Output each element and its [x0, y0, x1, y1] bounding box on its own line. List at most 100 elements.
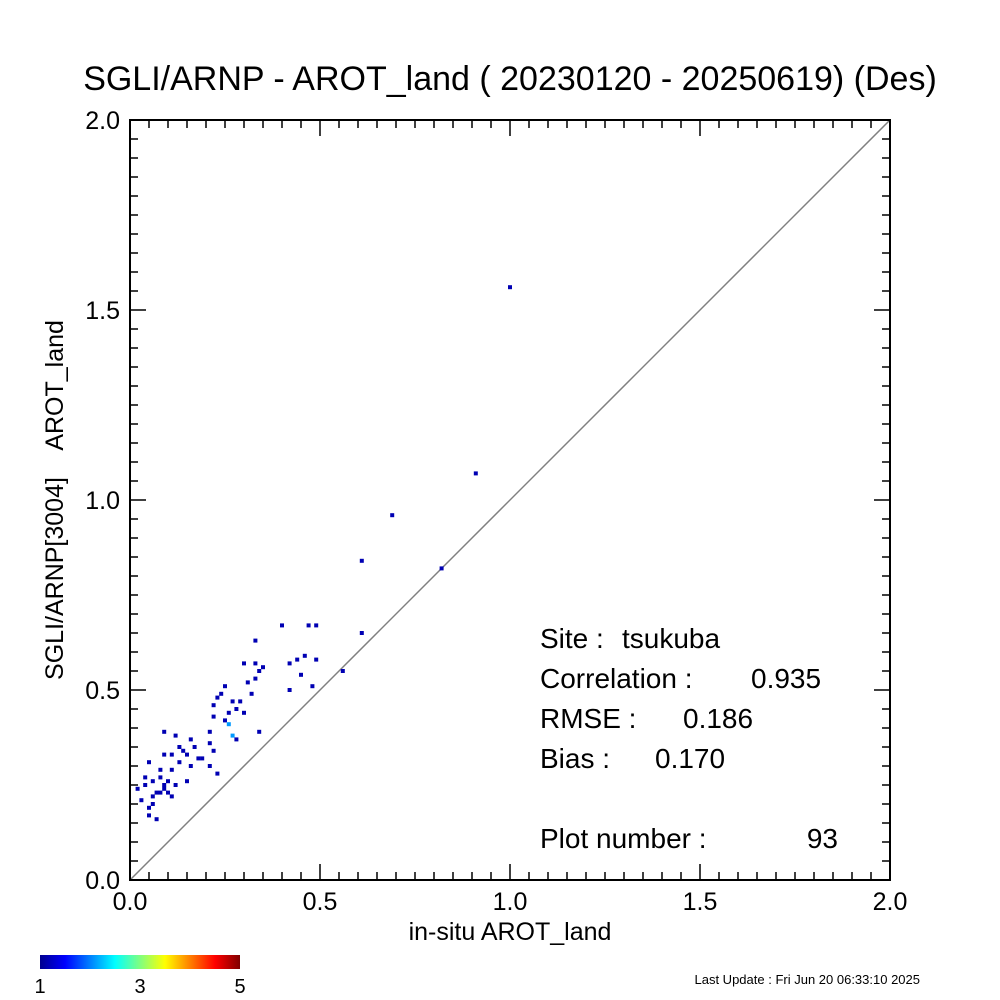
data-point	[314, 623, 319, 628]
data-point	[314, 657, 319, 662]
data-point	[169, 767, 174, 772]
x-tick-label: 2.0	[873, 888, 908, 916]
site-label: Site :	[540, 623, 604, 654]
x-tick-label: 0.0	[113, 888, 148, 916]
bias-label: Bias :	[540, 743, 610, 774]
data-point	[245, 680, 250, 685]
data-point	[223, 718, 227, 723]
one-to-one-line	[129, 119, 891, 881]
data-point	[253, 638, 258, 643]
data-point	[207, 729, 212, 734]
data-point	[230, 699, 235, 704]
data-point	[185, 752, 189, 757]
data-point	[253, 661, 258, 666]
data-point	[223, 684, 227, 689]
data-point	[196, 756, 201, 761]
data-point	[166, 779, 170, 784]
data-point	[139, 798, 144, 803]
data-point	[162, 752, 167, 757]
y-tick-label: 1.0	[85, 487, 120, 515]
colorbar-tick-label: 3	[134, 976, 145, 998]
plot-number-label: Plot number :	[540, 823, 707, 854]
data-point	[257, 729, 262, 734]
data-point	[200, 756, 205, 761]
bias-value: 0.170	[655, 743, 725, 774]
data-point	[226, 710, 231, 715]
data-point	[359, 558, 364, 563]
y-tick-label: 2.0	[85, 107, 120, 135]
data-point	[234, 737, 239, 742]
data-point	[238, 699, 243, 704]
data-point	[181, 748, 186, 753]
colorbar	[40, 955, 240, 969]
data-point	[192, 745, 197, 749]
x-axis-label: in-situ AROT_land	[409, 918, 612, 946]
data-point	[147, 813, 151, 818]
site-value: tsukuba	[622, 623, 720, 654]
data-point	[280, 623, 284, 628]
x-tick-label: 1.0	[493, 888, 528, 916]
data-point	[150, 794, 155, 799]
data-point	[340, 669, 345, 673]
data-point	[185, 779, 189, 784]
data-point	[162, 786, 167, 791]
y-tick-label: 1.5	[85, 297, 120, 325]
data-point	[173, 783, 178, 787]
y-tick-label: 0.0	[85, 867, 120, 895]
colorbar-tick-label: 5	[234, 976, 245, 998]
data-point	[211, 748, 216, 753]
data-point	[143, 775, 148, 780]
data-point	[215, 695, 220, 700]
plot-number-value: 93	[807, 823, 838, 854]
correlation-label: Correlation :	[540, 663, 693, 694]
data-point	[162, 729, 167, 734]
data-point	[473, 471, 478, 476]
data-point	[158, 775, 163, 780]
data-point	[211, 703, 216, 708]
data-point	[150, 802, 155, 806]
data-point	[158, 767, 163, 772]
data-point	[234, 707, 239, 711]
data-point	[310, 684, 315, 689]
data-point	[287, 661, 292, 666]
tick-labels: 0.0 0.5 1.0 1.5 2.0 0.0 0.5 1.0 1.5 2.0	[85, 107, 907, 916]
data-point	[169, 752, 174, 757]
data-point	[257, 669, 262, 673]
data-point	[158, 790, 163, 795]
last-update: Last Update : Fri Jun 20 06:33:10 2025	[695, 972, 921, 987]
data-point	[143, 783, 148, 787]
data-point	[188, 737, 193, 742]
axis-ticks	[129, 119, 891, 881]
data-point	[226, 722, 231, 727]
data-point	[166, 790, 170, 795]
colorbar-tick-label: 1	[34, 976, 45, 998]
data-point	[508, 285, 512, 290]
rmse-value: 0.186	[683, 703, 753, 734]
data-point	[207, 741, 212, 746]
data-point	[242, 710, 246, 715]
data-point	[147, 805, 151, 810]
data-point	[177, 760, 182, 765]
data-point	[154, 790, 159, 795]
y-axis-label: SGLI/ARNP[3004] AROT_land	[41, 320, 69, 680]
data-point	[207, 764, 212, 768]
colorbar-ticks: 1 3 5	[34, 976, 245, 998]
data-point	[261, 665, 265, 670]
data-point	[359, 631, 364, 635]
data-point	[253, 676, 258, 681]
data-point	[135, 786, 140, 791]
chart-title: SGLI/ARNP - AROT_land ( 20230120 - 20250…	[83, 60, 937, 98]
data-point	[302, 653, 307, 658]
stats-box: Site : tsukuba Correlation : 0.935 RMSE …	[540, 623, 838, 854]
data-point	[249, 691, 254, 696]
data-point	[439, 566, 444, 571]
plot-frame	[129, 119, 891, 881]
rmse-label: RMSE :	[540, 703, 636, 734]
data-point	[150, 779, 155, 784]
data-point	[177, 745, 182, 749]
data-point	[154, 817, 159, 822]
x-tick-label: 1.5	[683, 888, 718, 916]
data-point	[219, 691, 224, 696]
data-point	[215, 771, 220, 776]
